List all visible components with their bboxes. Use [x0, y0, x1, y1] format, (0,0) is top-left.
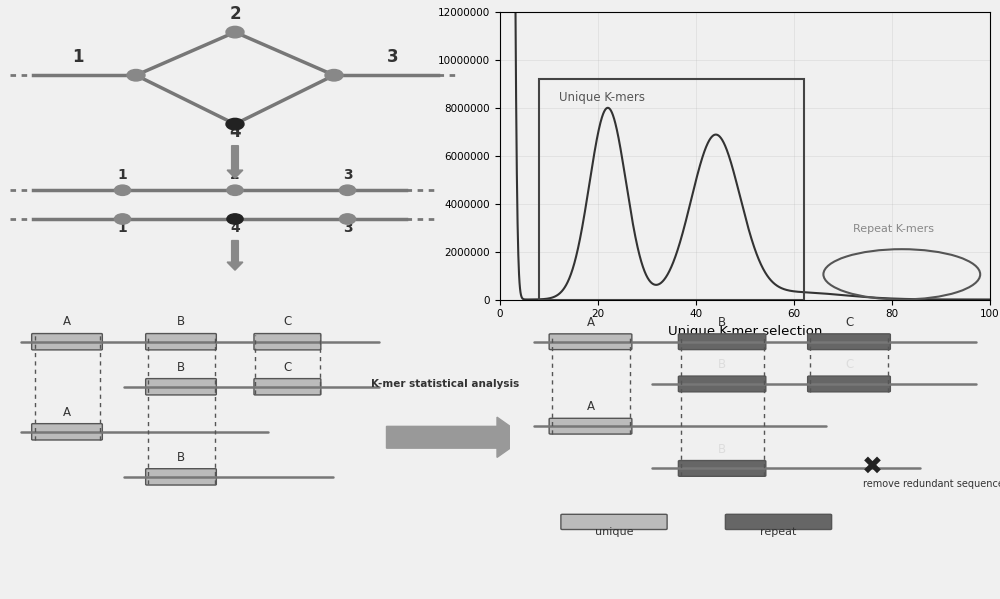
FancyBboxPatch shape	[32, 423, 102, 440]
Circle shape	[127, 69, 145, 81]
Circle shape	[114, 214, 131, 224]
Text: 3: 3	[343, 168, 352, 182]
Text: unique: unique	[595, 527, 633, 537]
Text: Unique K-mers: Unique K-mers	[559, 90, 645, 104]
Text: A: A	[63, 406, 71, 419]
Text: 3: 3	[387, 49, 398, 66]
Circle shape	[114, 185, 131, 195]
FancyArrow shape	[227, 146, 243, 178]
FancyBboxPatch shape	[254, 334, 321, 350]
FancyBboxPatch shape	[146, 379, 216, 395]
FancyBboxPatch shape	[725, 515, 832, 530]
Text: B: B	[718, 358, 726, 371]
Text: A: A	[586, 316, 594, 329]
Text: K-mer statistical analysis: K-mer statistical analysis	[371, 379, 519, 389]
FancyBboxPatch shape	[549, 418, 632, 434]
FancyBboxPatch shape	[808, 334, 890, 350]
Circle shape	[325, 69, 343, 81]
Text: 3: 3	[343, 221, 352, 235]
Text: B: B	[177, 451, 185, 464]
Text: 4: 4	[230, 221, 240, 235]
Text: remove redundant sequence: remove redundant sequence	[863, 479, 1000, 489]
FancyBboxPatch shape	[561, 515, 667, 530]
Text: A: A	[63, 316, 71, 328]
Text: C: C	[283, 361, 292, 374]
FancyBboxPatch shape	[678, 376, 766, 392]
Text: C: C	[845, 358, 853, 371]
FancyBboxPatch shape	[678, 461, 766, 476]
X-axis label: Unique K-mer selection: Unique K-mer selection	[668, 325, 822, 338]
Circle shape	[226, 119, 244, 130]
FancyBboxPatch shape	[146, 334, 216, 350]
Text: C: C	[283, 316, 292, 328]
FancyArrow shape	[386, 417, 526, 458]
Circle shape	[227, 185, 243, 195]
Text: 1: 1	[72, 49, 83, 66]
Text: Repeat K-mers: Repeat K-mers	[853, 225, 934, 234]
FancyBboxPatch shape	[808, 376, 890, 392]
FancyBboxPatch shape	[254, 379, 321, 395]
Text: ✖: ✖	[862, 455, 883, 479]
FancyBboxPatch shape	[32, 334, 102, 350]
Text: C: C	[845, 316, 853, 329]
Text: 2: 2	[229, 5, 241, 23]
Text: 2: 2	[230, 168, 240, 182]
Text: 1: 1	[118, 168, 127, 182]
FancyBboxPatch shape	[678, 334, 766, 350]
Text: B: B	[177, 361, 185, 374]
FancyArrow shape	[227, 241, 243, 270]
Text: B: B	[718, 316, 726, 329]
Text: repeat: repeat	[760, 527, 797, 537]
Text: A: A	[586, 400, 594, 413]
Circle shape	[226, 26, 244, 38]
FancyBboxPatch shape	[549, 334, 632, 350]
Circle shape	[227, 214, 243, 224]
Circle shape	[339, 185, 356, 195]
Text: 1: 1	[118, 221, 127, 235]
Bar	[539, 79, 804, 300]
FancyBboxPatch shape	[146, 468, 216, 485]
Circle shape	[339, 214, 356, 224]
Text: 4: 4	[229, 123, 241, 141]
Text: B: B	[718, 443, 726, 456]
Text: B: B	[177, 316, 185, 328]
